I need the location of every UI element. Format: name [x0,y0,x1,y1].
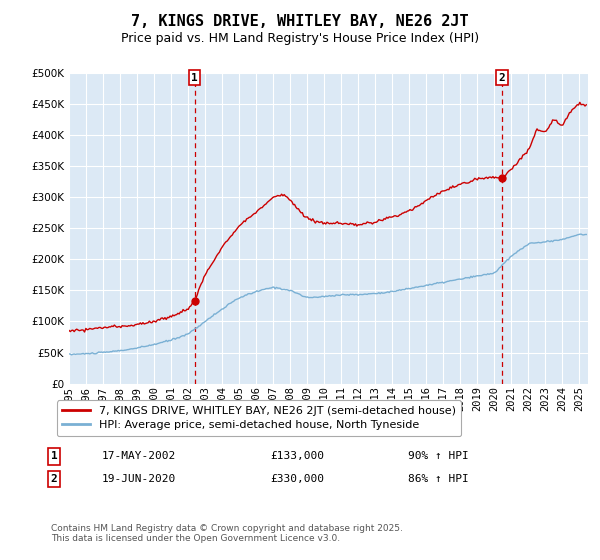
Text: £330,000: £330,000 [270,474,324,484]
Text: 17-MAY-2002: 17-MAY-2002 [102,451,176,461]
Text: £133,000: £133,000 [270,451,324,461]
Text: 2: 2 [50,474,58,484]
Text: 7, KINGS DRIVE, WHITLEY BAY, NE26 2JT: 7, KINGS DRIVE, WHITLEY BAY, NE26 2JT [131,14,469,29]
Text: Price paid vs. HM Land Registry's House Price Index (HPI): Price paid vs. HM Land Registry's House … [121,32,479,45]
Text: 1: 1 [191,73,198,83]
Text: 90% ↑ HPI: 90% ↑ HPI [408,451,469,461]
Text: 2: 2 [499,73,506,83]
Text: Contains HM Land Registry data © Crown copyright and database right 2025.
This d: Contains HM Land Registry data © Crown c… [51,524,403,543]
Legend: 7, KINGS DRIVE, WHITLEY BAY, NE26 2JT (semi-detached house), HPI: Average price,: 7, KINGS DRIVE, WHITLEY BAY, NE26 2JT (s… [56,400,461,436]
Text: 1: 1 [50,451,58,461]
Text: 19-JUN-2020: 19-JUN-2020 [102,474,176,484]
Text: 86% ↑ HPI: 86% ↑ HPI [408,474,469,484]
